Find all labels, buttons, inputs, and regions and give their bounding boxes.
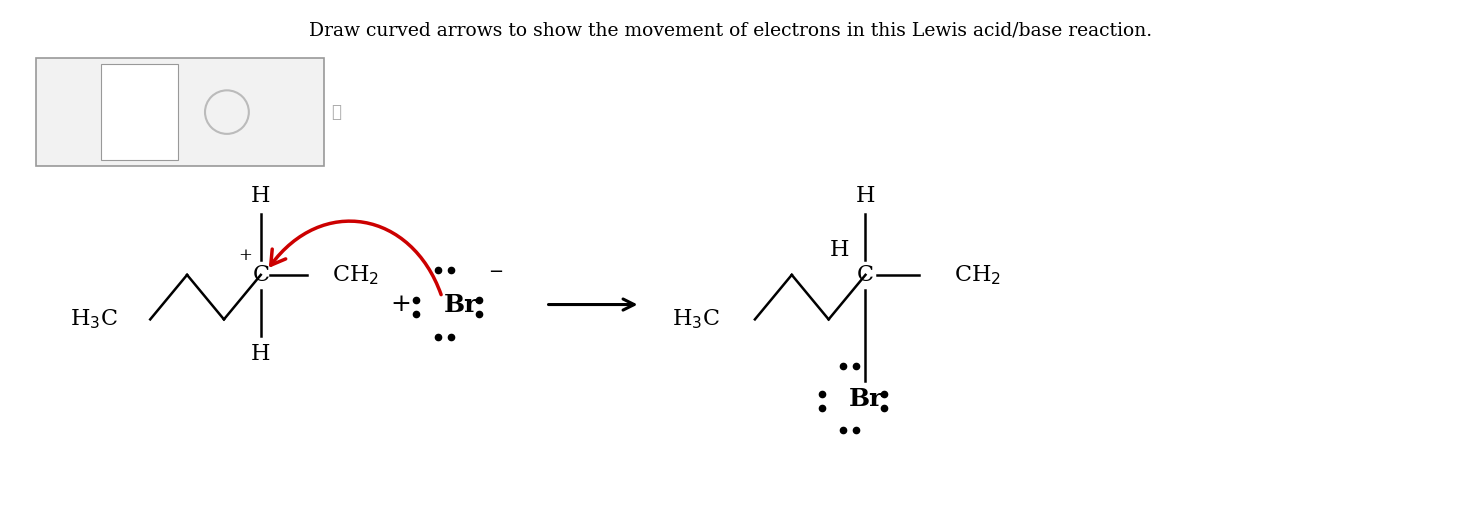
Text: CH$_2$: CH$_2$ — [955, 263, 1001, 287]
FancyArrowPatch shape — [270, 221, 442, 294]
Text: C: C — [253, 264, 269, 286]
Text: +: + — [390, 293, 412, 316]
Text: H: H — [251, 343, 270, 365]
Text: Draw curved arrows to show the movement of electrons in this Lewis acid/base rea: Draw curved arrows to show the movement … — [310, 21, 1152, 39]
Text: H: H — [830, 239, 849, 261]
Text: H: H — [251, 185, 270, 206]
Text: Br: Br — [848, 387, 883, 410]
Text: H: H — [855, 185, 876, 206]
Text: +: + — [238, 247, 251, 264]
FancyBboxPatch shape — [101, 64, 178, 160]
Text: Br: Br — [444, 292, 478, 316]
Text: ✕: ✕ — [304, 103, 320, 122]
Text: 🗑: 🗑 — [332, 103, 342, 121]
Text: −: − — [488, 263, 503, 281]
Text: CH$_2$: CH$_2$ — [332, 263, 379, 287]
FancyBboxPatch shape — [35, 58, 323, 166]
Text: H$_3$C: H$_3$C — [70, 308, 117, 331]
Text: H$_3$C: H$_3$C — [673, 308, 721, 331]
Text: C: C — [857, 264, 874, 286]
